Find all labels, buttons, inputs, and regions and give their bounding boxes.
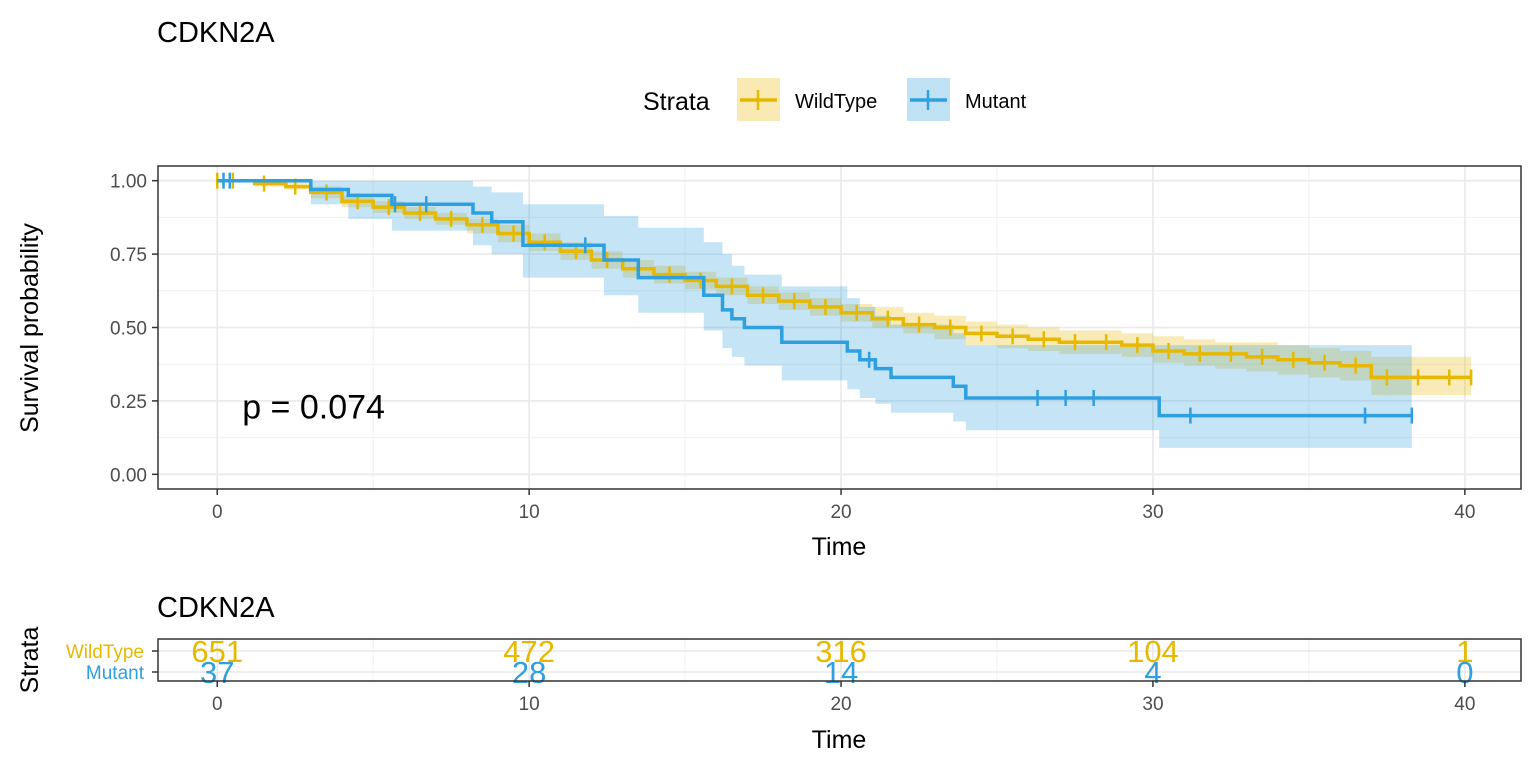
x-tick-label: 0 (212, 502, 223, 523)
table-x-tick-label: 40 (1454, 694, 1475, 715)
x-axis-label: Time (812, 533, 867, 561)
risk-count-wildtype: 316 (815, 634, 867, 669)
survival-curve-mutant (217, 178, 1412, 418)
risk-count-wildtype: 651 (191, 634, 243, 669)
table-border (157, 638, 1522, 682)
table-x-tick-label: 10 (519, 694, 540, 715)
table-row-label-mutant: Mutant (86, 663, 145, 684)
risk-count-wildtype: 472 (503, 634, 555, 669)
legend-label-mutant: Mutant (965, 91, 1027, 113)
x-tick-label: 20 (830, 502, 851, 523)
legend-label-wildtype: WildType (795, 91, 877, 113)
table-row-label-wildtype: WildType (66, 642, 144, 663)
x-tick-label: 30 (1142, 502, 1163, 523)
p-value-annotation: p = 0.074 (242, 389, 385, 427)
table-x-tick-label: 20 (830, 694, 851, 715)
table-x-tick-label: 30 (1142, 694, 1163, 715)
y-tick-label: 0.75 (110, 245, 147, 266)
y-tick-label: 0.25 (110, 392, 147, 413)
confidence-band-mutant (217, 180, 1412, 448)
survival-plot-panel: 0 10 20 30 40 0.00 0.25 0.50 0.75 1.00 p = 0.074 (110, 165, 1522, 523)
table-title: CDKN2A (157, 592, 275, 624)
risk-count-wildtype: 104 (1127, 634, 1179, 669)
chart-title: CDKN2A (157, 17, 275, 49)
table-x-tick-label: 0 (212, 694, 223, 715)
y-axis-label: Survival probability (16, 223, 44, 433)
table-y-axis-label: Strata (16, 627, 44, 694)
y-tick-label: 1.00 (110, 172, 147, 193)
x-tick-label: 10 (519, 502, 540, 523)
legend-title: Strata (643, 88, 710, 116)
legend: Strata WildType Mutant (643, 78, 1027, 121)
table-x-axis-label: Time (812, 726, 867, 754)
x-tick-label: 40 (1454, 502, 1475, 523)
y-tick-label: 0.00 (110, 465, 147, 486)
y-tick-label: 0.50 (110, 319, 147, 340)
risk-count-wildtype: 1 (1456, 634, 1473, 669)
table-background (158, 639, 1521, 681)
